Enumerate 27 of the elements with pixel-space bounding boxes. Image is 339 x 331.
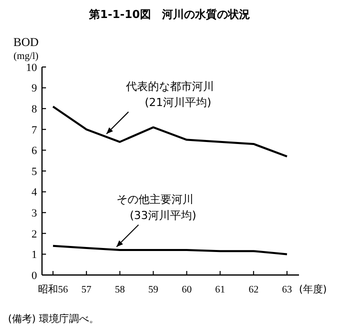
text: 代表的な都市河川 (21河川平均) [125,80,214,109]
x-tick-label: 58 [114,284,125,296]
y-tick-label: 4 [32,186,38,199]
y-tick-label: 7 [32,124,38,136]
x-tick-label: 57 [81,284,92,296]
y-tick-label: 5 [32,166,38,178]
x-tick-label: 61 [215,284,226,296]
y-axis-title: BOD (mg/l) [13,35,39,62]
x-tick-label: 60 [182,284,192,296]
text: その他主要河川 (33河川平均) [116,192,196,222]
text: (備考) 環境庁調べ。 [8,313,99,325]
x-tick-label: 59 [148,284,158,296]
chart-title: 第1-1-10図 河川の水質の状況 [88,8,250,21]
y-tick-label: 10 [26,62,38,74]
y-tick-label: 2 [32,228,37,240]
x-tick-label: 昭和56 [38,284,68,296]
y-tick-label: 8 [32,103,38,116]
x-tick-label: 63 [282,284,292,296]
line-series [52,106,288,158]
line-series [52,244,288,256]
x-tick-label: 62 [248,284,259,296]
y-tick-label: 1 [32,249,37,262]
y-tick-label: 9 [32,82,38,95]
y-tick-label: 3 [32,207,38,220]
y-tick-label: 6 [32,145,38,158]
x-axis-title: (年度) [299,284,327,296]
y-tick-label: 0 [32,270,38,282]
